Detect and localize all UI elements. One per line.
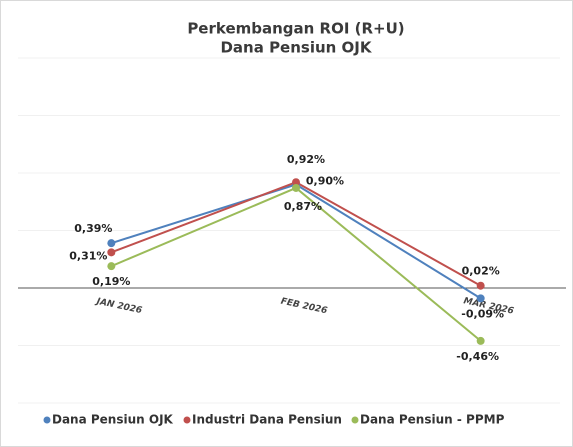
data-point xyxy=(292,178,300,187)
legend-marker xyxy=(351,416,359,424)
data-label: -0,46% xyxy=(456,350,499,363)
data-label: 0,39% xyxy=(74,222,112,235)
data-label: 0,31% xyxy=(69,249,107,262)
data-label: 0,90% xyxy=(306,175,344,188)
legend-marker xyxy=(43,416,51,424)
data-point xyxy=(107,248,116,257)
legend-marker xyxy=(183,416,191,424)
data-label: -0,09% xyxy=(461,307,504,320)
data-point xyxy=(292,183,300,192)
data-label: 0,87% xyxy=(284,200,322,213)
legend-label: Dana Pensiun OJK xyxy=(52,413,174,427)
data-point xyxy=(107,262,116,271)
data-label: 0,19% xyxy=(92,275,130,288)
data-label: 0,92% xyxy=(287,153,325,166)
data-label: 0,02% xyxy=(462,265,500,278)
legend-label: Dana Pensiun - PPMP xyxy=(360,413,505,427)
data-point xyxy=(476,336,485,345)
legend-label: Industri Dana Pensiun xyxy=(192,413,342,427)
data-point xyxy=(476,281,485,290)
data-point xyxy=(476,294,485,303)
chart-subtitle: Dana Pensiun OJK xyxy=(220,39,372,57)
data-point xyxy=(107,239,116,248)
chart-title: Perkembangan ROI (R+U) xyxy=(187,20,404,38)
